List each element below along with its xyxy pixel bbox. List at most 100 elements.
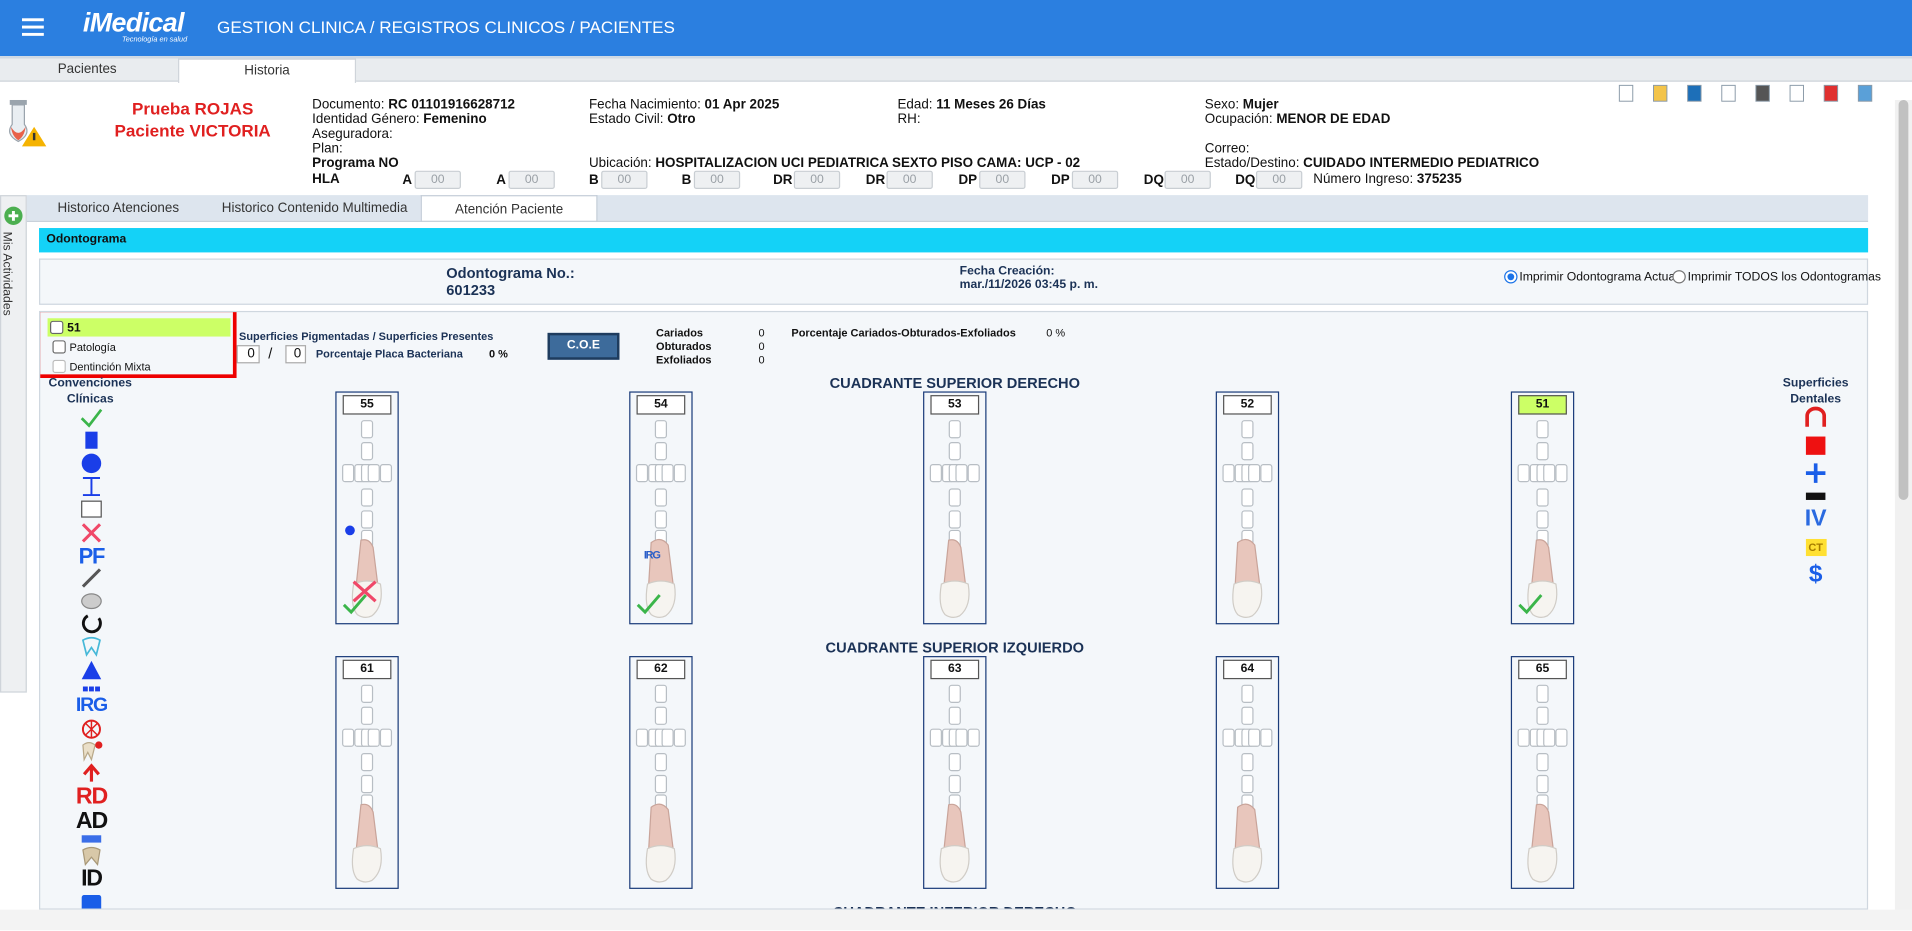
tooth <box>1232 538 1263 618</box>
hla-input[interactable]: 00 <box>1071 170 1119 190</box>
tab-active[interactable]: Historia <box>178 58 357 83</box>
patient-field: Estado/Destino: CUIDADO INTERMEDIO PEDIA… <box>1205 156 1539 171</box>
hla-input[interactable]: 00 <box>886 170 933 190</box>
tooth-number[interactable]: 54 <box>636 395 686 415</box>
hla-locus: DP <box>958 173 978 188</box>
coe-button[interactable]: C.O.E <box>547 332 620 360</box>
print-option[interactable]: Imprimir Odontograma Actual <box>1519 270 1678 285</box>
input[interactable]: 0 <box>236 345 260 364</box>
field-value: CUIDADO INTERMEDIO PEDIATRICO <box>1303 156 1540 171</box>
conventions-title: Convenciones Clínicas <box>48 376 132 407</box>
field-label: Estado/Destino: <box>1204 156 1300 171</box>
field-label: Estado Civil: <box>588 112 664 127</box>
hla-locus: A <box>496 173 506 188</box>
logo-tagline: Tecnología en salud <box>121 36 188 44</box>
side-tab-label[interactable]: Mis Actividades <box>0 231 14 316</box>
count-label: Exfoliados <box>656 353 712 366</box>
tooth-surfaces <box>635 684 686 813</box>
toolbar-icon <box>1653 84 1668 102</box>
surface-box <box>1536 706 1549 725</box>
tab[interactable]: Pacientes <box>57 62 117 77</box>
surface-box <box>379 463 393 483</box>
surface-box <box>1536 442 1549 461</box>
shape <box>1805 463 1826 483</box>
tooth-number[interactable]: 63 <box>930 659 980 680</box>
checkbox <box>49 320 64 335</box>
hla-input[interactable]: 00 <box>508 170 555 190</box>
surface-box <box>1241 752 1254 772</box>
tooth-number[interactable]: 65 <box>1518 659 1567 680</box>
toolbar-icon <box>1618 84 1634 102</box>
bottom-strip <box>0 909 1912 931</box>
separator: / <box>268 345 273 363</box>
hla-input[interactable]: 00 <box>414 170 461 190</box>
print-option[interactable]: Imprimir TODOS los Odontogramas <box>1687 270 1882 285</box>
surface-box <box>1536 488 1549 507</box>
field-value: Otro <box>667 112 696 127</box>
tooth-number[interactable]: 62 <box>636 659 686 680</box>
hla-input[interactable]: 00 <box>1164 170 1211 190</box>
check-mark <box>342 594 367 615</box>
tooth-number[interactable]: 61 <box>342 659 392 680</box>
hla-input[interactable]: 00 <box>793 170 841 190</box>
field-value: Mujer <box>1242 97 1279 113</box>
shape <box>80 408 103 428</box>
hla-locus: A <box>402 173 413 188</box>
breadcrumb: GESTION CLINICA / REGISTROS CLINICOS / P… <box>217 17 675 37</box>
tooth-crown <box>939 580 970 618</box>
input[interactable]: 0 <box>285 345 307 364</box>
toolbar-icon <box>1823 84 1839 102</box>
field-label: Aseguradora: <box>312 126 393 142</box>
checkbox <box>52 340 66 354</box>
subtab[interactable]: Historico Contenido Multimedia <box>221 201 408 216</box>
patient-field: Documento: RC 01101916628712 <box>312 98 515 113</box>
filter-box <box>40 312 237 379</box>
tooth-number[interactable]: 55 <box>342 395 392 415</box>
tooth-number[interactable]: 52 <box>1223 395 1272 415</box>
tooth <box>1527 803 1558 883</box>
tooth-mark <box>342 594 367 615</box>
field-label: RH: <box>897 112 921 127</box>
tooth-mark <box>1518 594 1543 615</box>
shape <box>1507 273 1515 281</box>
tooth-number[interactable]: 64 <box>1223 659 1272 680</box>
shape <box>95 686 100 692</box>
subtab[interactable]: Historico Atenciones <box>57 201 180 216</box>
surface-box <box>1241 774 1254 794</box>
side-tab-icon <box>4 206 23 225</box>
field-value: HOSPITALIZACION UCI PEDIATRICA SEXTO PIS… <box>655 156 1081 171</box>
hla-input[interactable]: 00 <box>601 170 648 190</box>
plaque-label: Porcentaje Placa Bacteriana <box>315 347 463 360</box>
tooth-crown <box>645 845 676 883</box>
hla-input[interactable]: 00 <box>979 170 1026 190</box>
surface-box <box>661 463 674 483</box>
patient-field: Fecha Nacimiento: 01 Apr 2025 <box>589 98 779 113</box>
tooth <box>351 803 382 883</box>
tooth <box>645 803 676 883</box>
surface-box <box>1555 728 1568 747</box>
hla-input[interactable]: 00 <box>1255 170 1303 190</box>
info-box <box>39 258 1869 305</box>
filter-label[interactable]: Dentinción Mixta <box>69 360 151 374</box>
check-mark <box>636 594 661 615</box>
filter-label[interactable]: 51 <box>67 321 81 336</box>
shape <box>82 846 101 866</box>
tooth-crown <box>1232 845 1263 883</box>
tooth-surfaces <box>1517 420 1568 549</box>
surface-box <box>1222 728 1235 747</box>
logo[interactable]: iMedical <box>82 7 185 38</box>
x-mark <box>352 580 377 603</box>
surface-box <box>673 463 686 483</box>
tooth-surfaces <box>635 420 686 549</box>
hla-input[interactable]: 00 <box>693 170 741 190</box>
tooth-number[interactable]: 53 <box>930 395 980 415</box>
filter-label[interactable]: Patología <box>69 341 116 354</box>
surface-box <box>929 463 942 483</box>
subtab-active[interactable]: Atención Paciente <box>420 195 598 222</box>
hla-locus: DR <box>773 173 793 188</box>
tooth-number[interactable]: 51 <box>1518 395 1567 415</box>
surface-box <box>661 728 674 747</box>
surface-box <box>948 774 961 794</box>
